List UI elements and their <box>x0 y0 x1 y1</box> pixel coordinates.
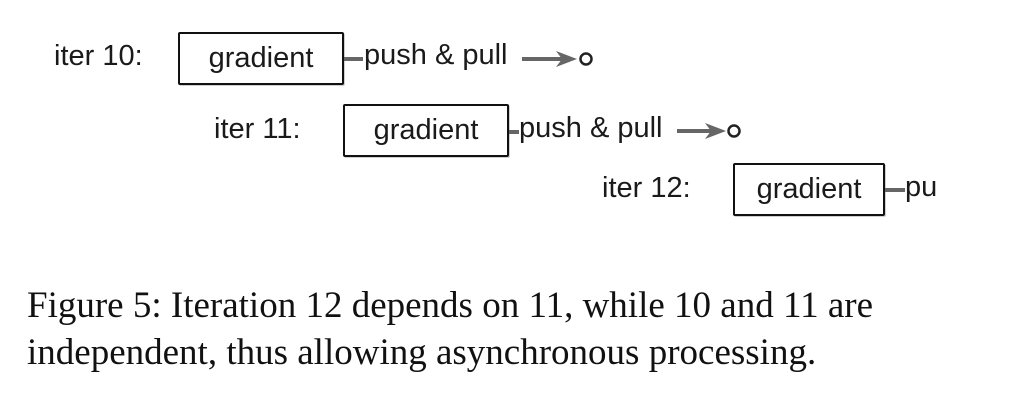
iter-11-label: iter 11: <box>214 113 301 145</box>
caption-line-1: Figure 5: Iteration 12 depends on 11, wh… <box>27 285 873 326</box>
iter-11-arrow <box>677 123 741 139</box>
iter-11-arrowhead-icon <box>705 123 726 139</box>
iter-10-connector <box>344 57 363 61</box>
iter-10-push-pull-label: push & pull <box>364 39 508 71</box>
iter-11-connector <box>509 130 519 134</box>
iter-12-gradient-box: gradient <box>733 163 885 216</box>
iter-12-label: iter 12: <box>602 172 691 204</box>
caption-line-2: independent, thus allowing asynchronous … <box>27 332 817 373</box>
iter-12-push-pull-label: pu <box>905 171 938 203</box>
iter-11-push-pull-label: push & pull <box>519 112 663 144</box>
iter-10-arrowhead-icon <box>556 51 577 67</box>
iter-11-end-node-icon <box>727 124 741 138</box>
iter-10-label: iter 10: <box>54 40 143 72</box>
iter-10-gradient-box: gradient <box>178 32 344 85</box>
iter-12-connector <box>885 188 905 192</box>
iter-10-end-node-icon <box>579 52 593 66</box>
iter-10-arrow <box>522 51 593 67</box>
figure-caption: Figure 5: Iteration 12 depends on 11, wh… <box>27 282 1017 376</box>
iter-11-gradient-box: gradient <box>343 104 509 157</box>
